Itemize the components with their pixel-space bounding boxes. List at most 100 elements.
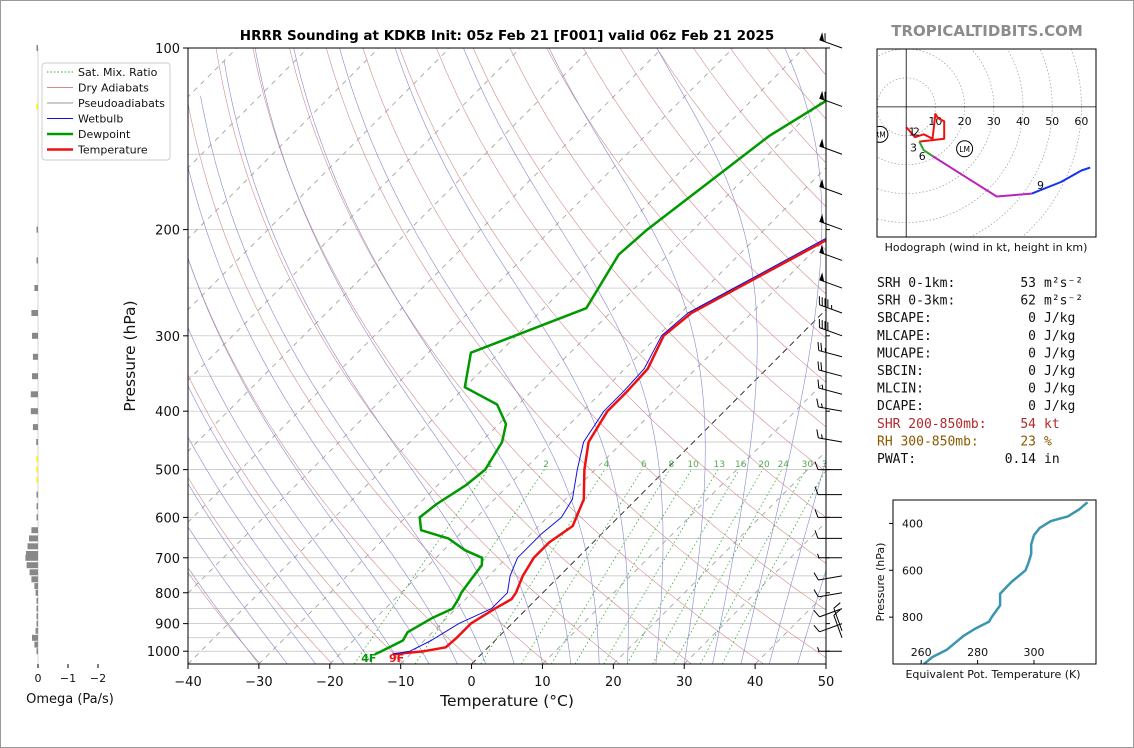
barb-half [817, 553, 820, 558]
barb-full [816, 398, 819, 408]
omega-bar [34, 583, 38, 590]
mixing-ratio-line [603, 469, 719, 664]
moist-adiabat-line [188, 165, 458, 664]
x-tick-label: 30 [676, 675, 693, 690]
theta-e-panel: 260 280 300 400 600 800 Equivalent Pot. Tempe… [874, 499, 1097, 681]
index-unit: kt [1044, 417, 1060, 432]
y-tick-label: 400 [155, 405, 180, 420]
isotherm-line [329, 167, 826, 664]
omega-bar [27, 543, 38, 550]
omega-bar [36, 514, 38, 521]
legend-label: Sat. Mix. Ratio [78, 66, 158, 79]
barb-flag [819, 178, 825, 189]
theta-e-trace [923, 501, 1089, 664]
chart-title: HRRR Sounding at KDKB Init: 05z Feb 21 [… [240, 28, 774, 44]
theta-e-x-tick-label: 280 [967, 646, 988, 659]
index-label: SBCIN: [877, 364, 924, 379]
dry-adiabat-line [188, 257, 477, 664]
wind-barb [814, 486, 842, 496]
omega-bar [32, 634, 38, 641]
y-axis-title: Pressure (hPa) [121, 300, 139, 411]
isotherm-line [754, 592, 826, 664]
omega-bar [32, 353, 38, 360]
barb-flag [819, 244, 825, 254]
dry-adiabat-line [436, 48, 826, 518]
skew-t-frame [187, 47, 827, 665]
hodograph-ring-label: 60 [1074, 115, 1088, 128]
index-label: PWAT: [877, 452, 916, 467]
wind-barb [819, 178, 843, 196]
barb-full [813, 589, 819, 598]
index-value: 0.14 [1005, 452, 1036, 467]
barb-full [814, 461, 819, 470]
barb-full [833, 602, 841, 609]
theta-e-y-tick-label: 400 [902, 517, 923, 530]
index-label: MLCAPE: [877, 329, 932, 344]
omega-bar [36, 455, 38, 462]
moist-adiabat-line [200, 95, 486, 664]
wind-barb [816, 429, 843, 443]
omega-bar [36, 620, 38, 627]
barb-full [814, 486, 819, 495]
omega-bar [36, 491, 38, 498]
mixing-ratio-label: 20 [758, 460, 770, 470]
omega-tick-label: 0 [35, 672, 42, 685]
omega-bar [36, 648, 38, 655]
mixing-ratio-label: 8 [668, 460, 674, 470]
barb-half [817, 647, 820, 652]
barb-staff [818, 387, 843, 395]
dry-adiabat-line [188, 476, 333, 664]
omega-panel: 0 −1 −2 Omega (Pa/s) [25, 45, 114, 707]
omega-bar [36, 45, 38, 51]
hodograph-height-label: 9 [1037, 179, 1044, 192]
index-value: 53 [1020, 276, 1036, 291]
index-unit: m²s⁻² [1044, 294, 1083, 309]
moist-adiabat-line [740, 48, 823, 664]
barb-staff [819, 327, 843, 337]
index-value: 0 [1028, 329, 1036, 344]
index-label: SHR 200-850mb: [877, 417, 987, 432]
mixing-ratio-label: 24 [778, 460, 790, 470]
mixing-ratio-label: 4 [604, 460, 610, 470]
index-value: 54 [1020, 417, 1036, 432]
mixing-ratio-line [353, 469, 489, 664]
hodograph-height-label: 1 [909, 125, 916, 138]
x-tick-label: −10 [387, 675, 414, 690]
wind-barb [813, 589, 843, 598]
barb-flag [819, 213, 825, 224]
theta-e-y-tick-label: 800 [902, 611, 923, 624]
barb-full [820, 362, 823, 371]
index-unit: J/kg [1044, 311, 1075, 326]
theta-e-frame [892, 499, 1097, 665]
x-tick-label: 50 [818, 675, 835, 690]
wind-barb [818, 296, 843, 314]
wetbulb-profile [392, 237, 826, 655]
index-value: 62 [1020, 294, 1036, 309]
theta-e-line [923, 501, 1089, 664]
barb-full [814, 530, 819, 539]
y-tick-label: 100 [155, 42, 180, 57]
omega-bar [32, 424, 38, 431]
index-label: RH 300-850mb: [877, 434, 979, 449]
index-unit: J/kg [1044, 329, 1075, 344]
wind-barb [814, 509, 842, 518]
moist-adiabat-line [188, 257, 430, 664]
barb-half [821, 403, 823, 408]
moist-adiabat-line [293, 48, 572, 664]
omega-bar [36, 466, 38, 473]
mixing-ratio-line [521, 469, 643, 664]
y-tick-label: 200 [155, 224, 180, 239]
mixing-ratio-label: 10 [687, 460, 699, 470]
wind-barb [813, 608, 843, 618]
isotherm-line [188, 48, 734, 594]
mixing-ratio-line [721, 469, 826, 664]
dewpoint-profile [374, 99, 826, 656]
index-value: 0 [1028, 311, 1036, 326]
barb-full [833, 609, 841, 616]
isotherm-line [825, 663, 826, 664]
x-axis-title: Temperature (°C) [439, 692, 574, 710]
omega-bar [30, 408, 38, 415]
wind-barb [833, 602, 843, 631]
wind-barb [819, 244, 843, 261]
